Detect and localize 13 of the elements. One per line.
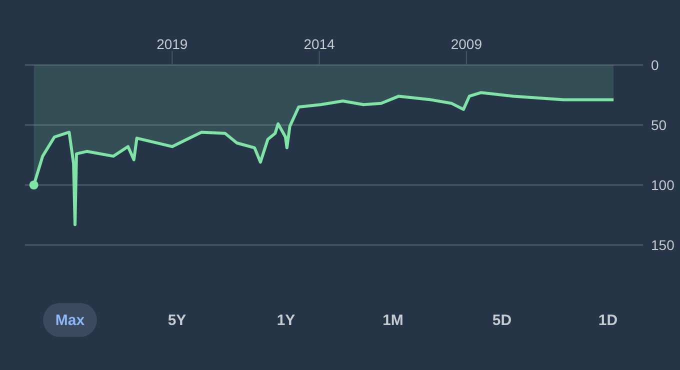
text: 5D [492,312,512,328]
x-tick-label: 2014 [304,36,336,52]
y-tick-label: 0 [651,56,659,73]
x-tick-label: 2019 [156,36,188,52]
x-tick-label: 2009 [450,36,482,52]
y-tick-label: 150 [651,236,675,253]
text: Max [55,312,85,328]
y-tick-label: 50 [651,116,667,133]
text: 1D [598,312,618,328]
text: 5Y [168,312,186,328]
y-tick-label: 100 [651,176,675,193]
text: 1Y [276,312,296,328]
text: 1M [382,312,404,328]
